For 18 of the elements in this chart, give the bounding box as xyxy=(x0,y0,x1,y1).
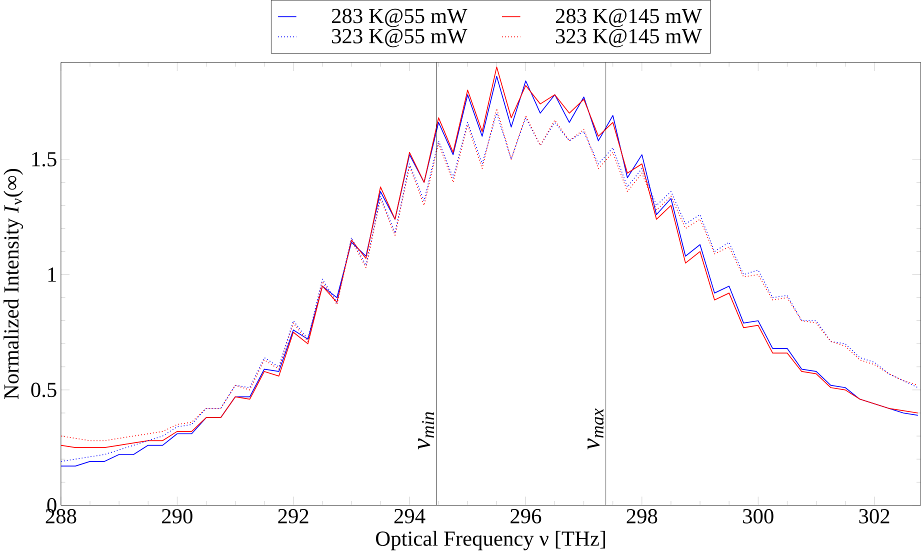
x-tick-label: 300 xyxy=(743,509,774,524)
x-tick-label: 296 xyxy=(510,509,542,524)
y-axis-title: Normalized Intensity I$_{ν}$(∞) xyxy=(4,169,24,400)
x-tick-label: 292 xyxy=(278,509,308,524)
x-tick-label: 290 xyxy=(162,509,192,524)
x-tick-label: 302 xyxy=(859,509,890,524)
legend-label: 283 K@55 mW xyxy=(332,8,468,28)
ref-line-label: ν$_{max}$ xyxy=(588,408,604,450)
legend-label: 323 K@145 mW xyxy=(556,28,702,48)
legend-label: 283 K@145 mW xyxy=(556,8,702,28)
y-tick-label: 0.5 xyxy=(31,382,56,398)
x-tick-label: 298 xyxy=(626,509,658,524)
ref-line-label: ν$_{min}$ xyxy=(418,412,434,450)
y-tick-label: 1.5 xyxy=(32,152,56,167)
legend-label: 323 K@55 mW xyxy=(332,28,468,48)
y-tick-label: 1 xyxy=(48,268,56,282)
x-tick-label: 294 xyxy=(394,509,426,524)
x-axis-title: Optical Frequency ν [THz] xyxy=(376,530,606,550)
